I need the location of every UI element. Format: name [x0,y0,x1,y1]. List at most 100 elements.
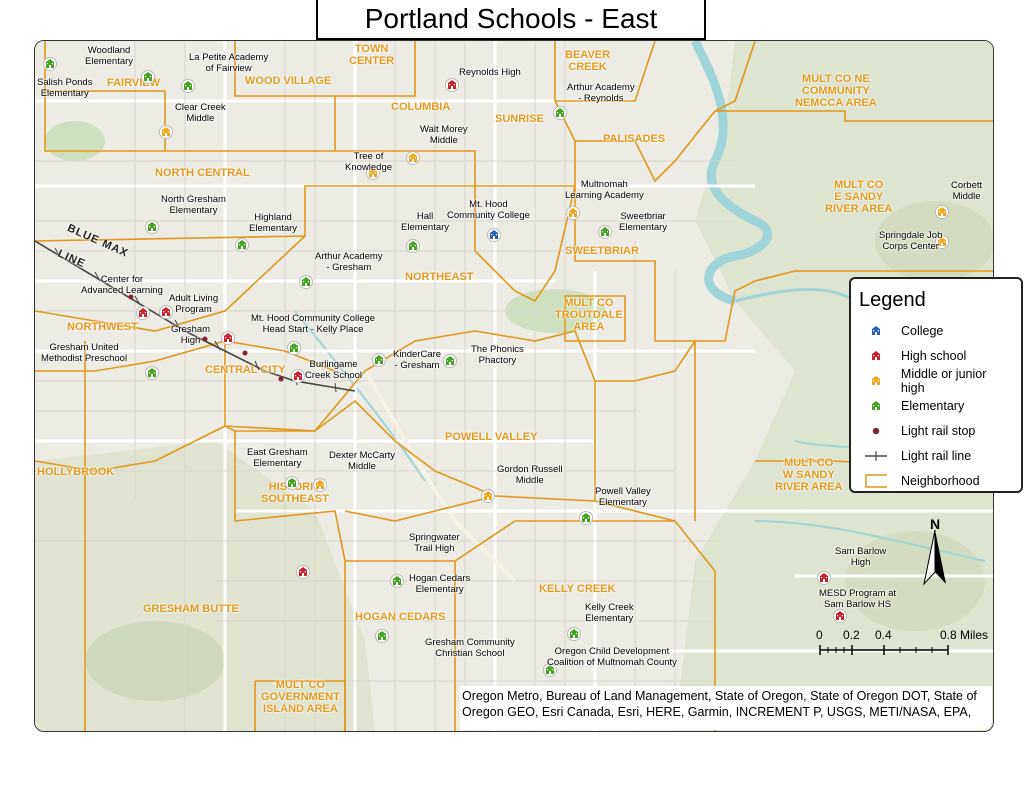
ridge-hill [845,531,985,631]
map-title: Portland Schools - East [316,0,706,40]
school-label[interactable]: Burlingame Creek School [305,359,363,381]
school-label[interactable]: Gresham United Methodist Preschool [41,342,128,364]
elementary-icon[interactable] [553,106,567,120]
high-school-icon[interactable] [445,78,459,92]
elementary-icon[interactable] [372,353,386,367]
high-school-icon [865,348,887,364]
school-label[interactable]: Oregon Child Development Coalition of Mul… [547,646,677,668]
neighborhood-label: COLUMBIA [391,101,451,113]
elementary-icon[interactable] [375,629,389,643]
school-label[interactable]: Woodland Elementary [85,45,134,67]
neighborhood-label: CENTRAL CITY [205,364,286,376]
school-label[interactable]: Salish Ponds Elementary [37,77,93,99]
school-label[interactable]: Gresham High [171,324,211,346]
elementary-icon[interactable] [145,366,159,380]
elementary-icon[interactable] [299,275,313,289]
elementary-icon[interactable] [406,239,420,253]
school-label[interactable]: Gresham Community Christian School [425,637,515,659]
elementary-icon[interactable] [287,341,301,355]
neighborhood-label: MULT CO GOVERNMENT ISLAND AREA [261,679,340,715]
school-label[interactable]: Hogan Cedars Elementary [409,573,471,595]
school-label[interactable]: Dexter McCarty Middle [329,450,395,472]
middle-school-icon[interactable] [481,489,495,503]
elementary-icon[interactable] [141,70,155,84]
middle-school-icon[interactable] [159,125,173,139]
neighborhood-label: KELLY CREEK [539,583,616,595]
legend-item-label: College [901,323,944,338]
neighborhood-label: NORTH CENTRAL [155,167,250,179]
elementary-icon[interactable] [443,354,457,368]
school-label[interactable]: Tree of Knowledge [345,151,393,173]
middle-school-icon[interactable] [366,166,380,180]
elementary-icon[interactable] [285,476,299,490]
high-school-icon[interactable] [296,565,310,579]
elementary-icon[interactable] [598,225,612,239]
attribution-text: Oregon Metro, Bureau of Land Management,… [460,686,992,730]
rail-stop[interactable] [202,336,208,342]
school-label[interactable]: Arthur Academy - Reynolds [567,82,635,104]
middle-school-icon[interactable] [566,206,580,220]
legend-item: High school [859,343,1013,368]
school-label[interactable]: The Phonics Phactory [471,344,524,366]
legend-item-label: Middle or junior high [900,366,987,395]
neighborhood-label: WOOD VILLAGE [245,75,332,87]
high-school-icon[interactable] [136,306,150,320]
neighborhood-label: BEAVER CREEK [565,49,611,73]
elementary-icon[interactable] [390,574,404,588]
school-label[interactable]: Mt. Hood Community College Head Start - K… [251,313,376,335]
school-label[interactable]: Center for Advanced Learning [81,274,163,296]
school-label[interactable]: Corbett Middle [951,180,983,202]
elementary-icon[interactable] [145,220,159,234]
school-label[interactable]: Hall Elementary [401,211,450,233]
rail-stop[interactable] [278,376,284,382]
school-label[interactable]: Kelly Creek Elementary [585,602,634,624]
high-school-icon[interactable] [817,571,831,585]
elementary-icon[interactable] [181,79,195,93]
school-label[interactable]: East Gresham Elementary [247,447,308,469]
school-label[interactable]: Sweetbriar Elementary [619,211,668,233]
rail-stop[interactable] [128,294,134,300]
elementary-icon[interactable] [235,238,249,252]
neighborhood-label: POWELL VALLEY [445,431,538,443]
neighborhood-label: NORTHWEST [67,321,138,333]
neighborhood-box-icon [865,473,887,489]
school-label[interactable]: Powell Valley Elementary [595,486,651,508]
minor-roads [35,41,735,731]
high-school-icon[interactable] [291,369,305,383]
school-label[interactable]: Arthur Academy - Gresham [315,251,383,273]
burnside-road [363,369,517,583]
middle-school-icon [865,373,887,389]
legend-item-label: Elementary [901,398,965,413]
high-school-icon[interactable] [159,305,173,319]
school-label[interactable]: Highland Elementary [249,212,298,234]
school-label[interactable]: Multnomah Learning Academy [565,179,644,201]
college-icon[interactable] [487,228,501,242]
school-label[interactable]: Reynolds High [459,67,521,78]
elementary-icon[interactable] [567,627,581,641]
school-label[interactable]: North Gresham Elementary [161,194,226,216]
school-label[interactable]: MESD Program at Sam Barlow HS [819,588,897,610]
school-label[interactable]: Springwater Trail High [409,532,460,554]
school-label[interactable]: La Petite Academy of Fairview [189,52,269,74]
ridge-hill-north [875,201,993,281]
school-label[interactable]: Adult Living Program [169,293,219,315]
middle-school-icon[interactable] [406,151,420,165]
rail-stop[interactable] [242,350,248,356]
high-school-icon[interactable] [221,331,235,345]
school-label[interactable]: Walt Morey Middle [420,124,468,146]
school-label[interactable]: Mt. Hood Community College [447,199,530,221]
school-label[interactable]: Gordon Russell Middle [497,464,563,486]
middle-school-icon[interactable] [313,478,327,492]
high-school-icon[interactable] [833,609,847,623]
school-label[interactable]: Sam Barlow High [835,546,887,568]
school-label[interactable]: Springdale Job Corps Center [879,230,943,252]
basemap [35,41,993,731]
school-label[interactable]: KinderCare - Gresham [393,349,442,371]
elementary-icon[interactable] [43,57,57,71]
elementary-icon[interactable] [579,511,593,525]
school-label[interactable]: Clear Creek Middle [175,102,226,124]
elementary-icon[interactable] [543,663,557,677]
middle-school-icon[interactable] [935,205,949,219]
middle-school-icon[interactable] [935,235,949,249]
map-canvas[interactable]: BLUE MAX LINE FAIRVIEW WOOD VILLAGE TOWN CE… [34,40,994,732]
